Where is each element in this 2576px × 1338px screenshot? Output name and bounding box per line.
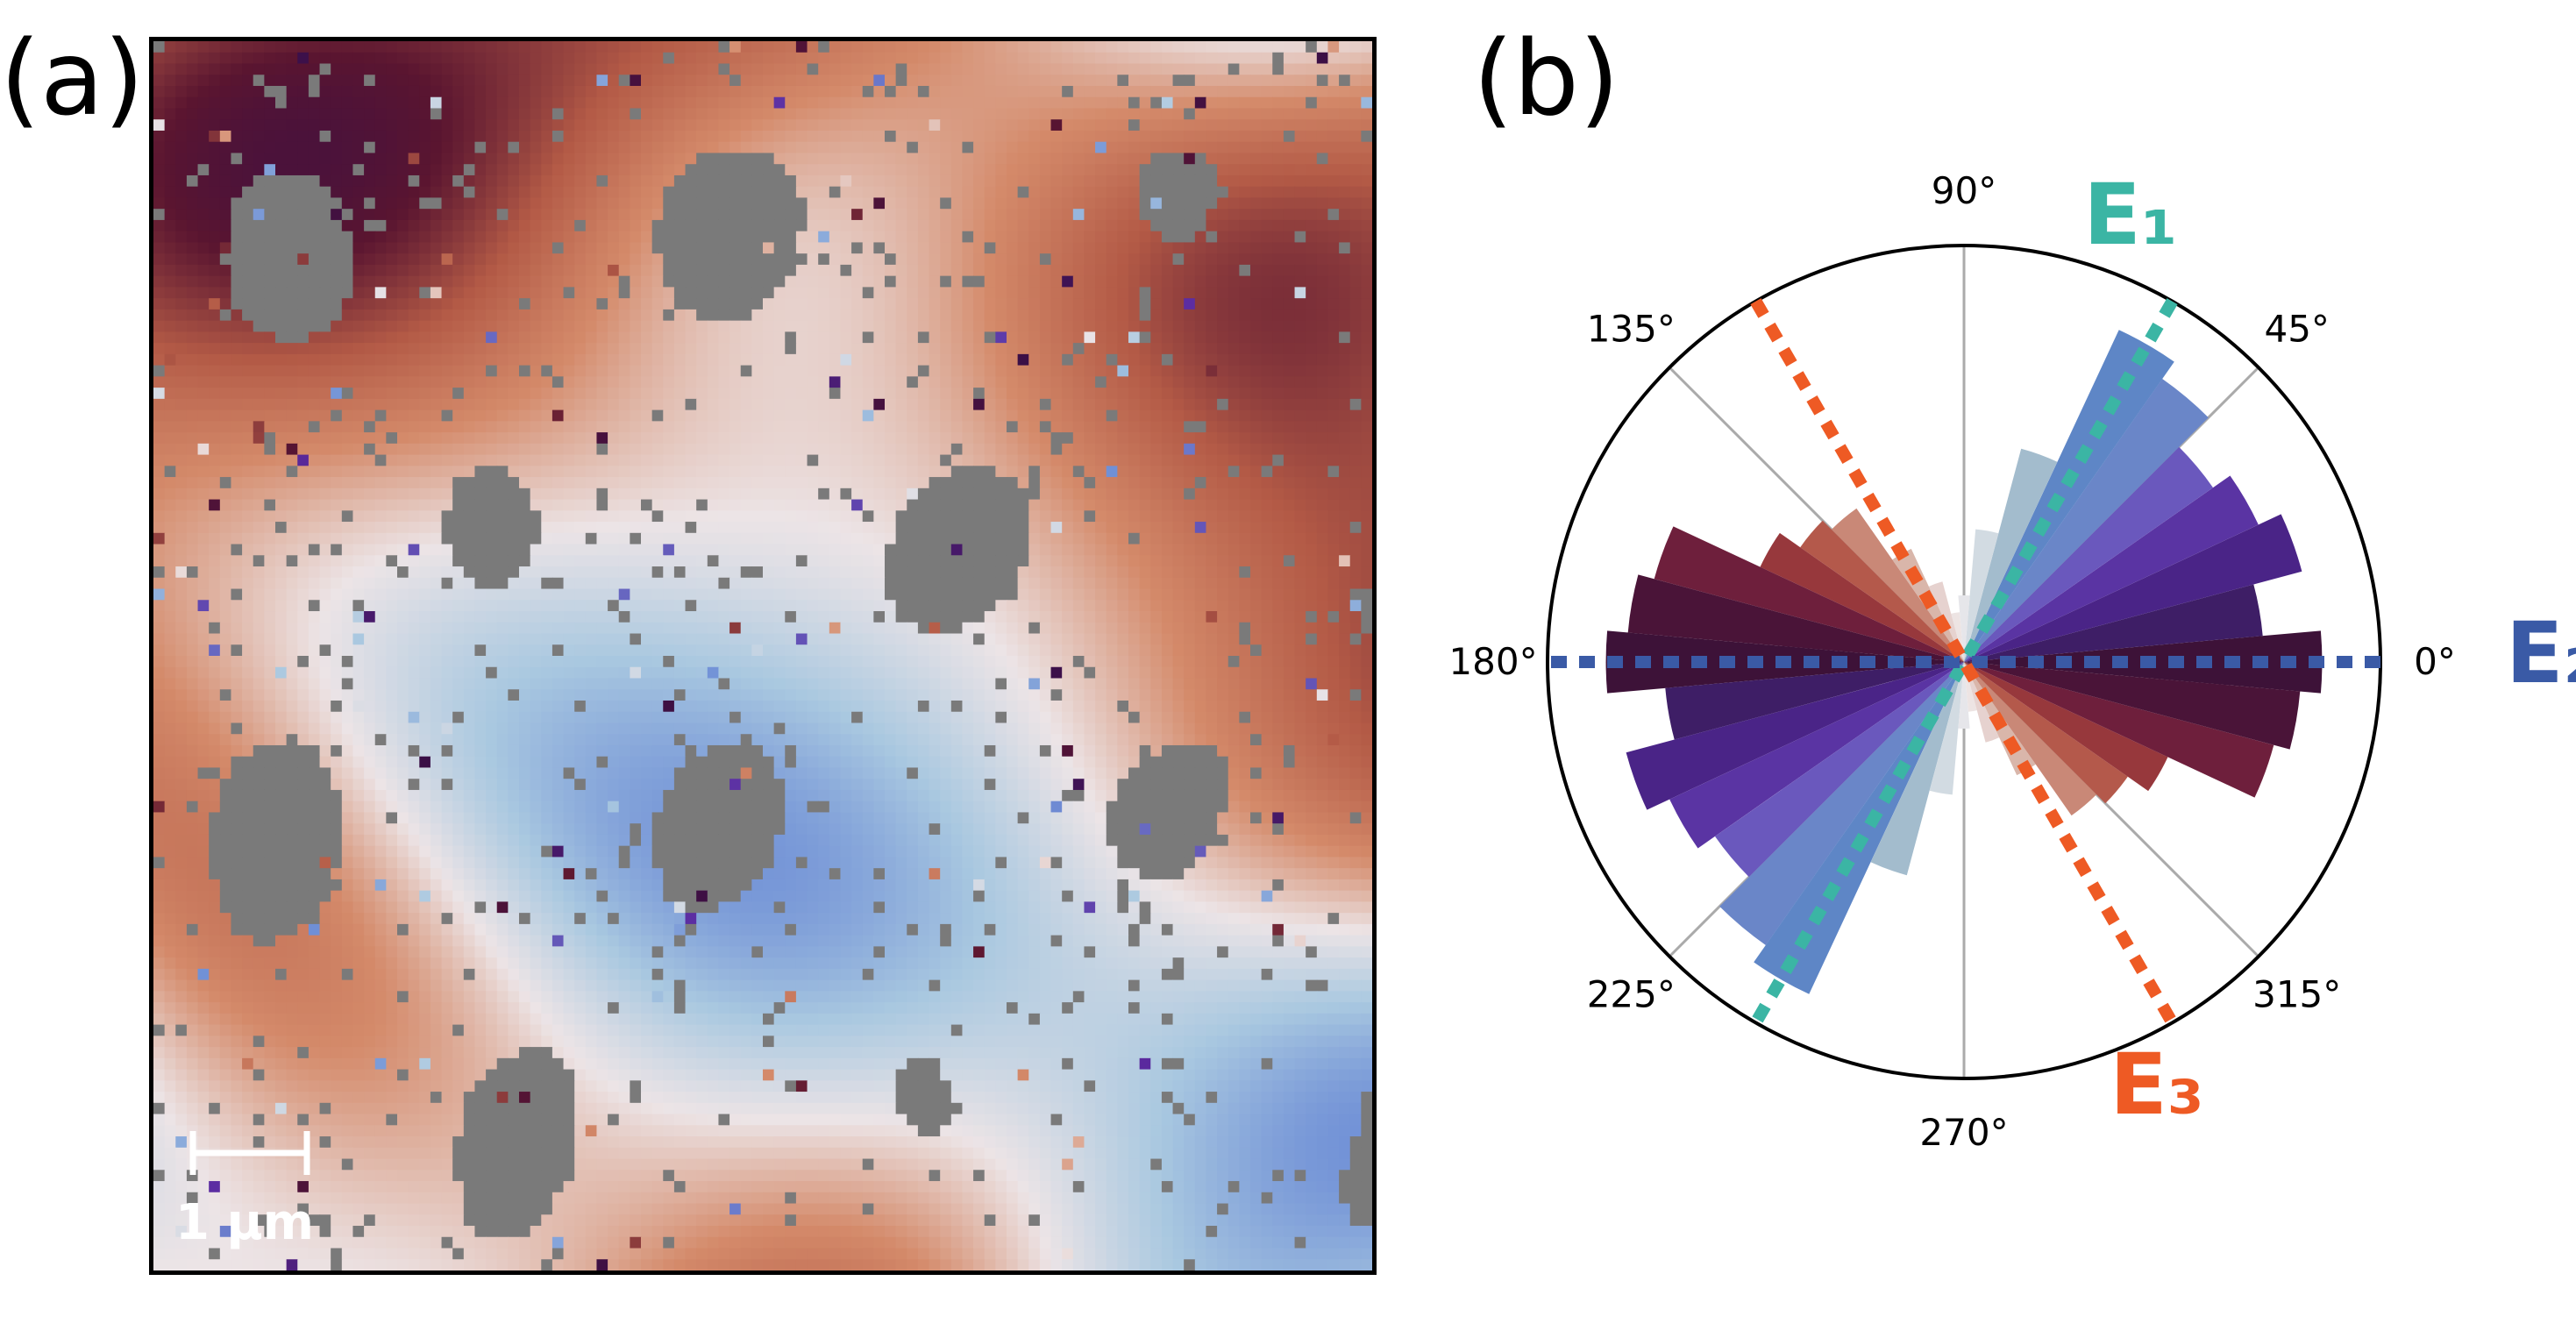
rose-bar-130 <box>1831 508 1964 662</box>
angle-label-45: 45° <box>2264 307 2329 350</box>
rose-bar-190 <box>1665 662 1964 740</box>
angle-labels: 0° 45° 90° 135° 180° 225° 270° 315° <box>1448 169 2455 1149</box>
rose-bar-230 <box>1719 662 1964 945</box>
scalebar-label: 1 μm <box>175 1194 315 1251</box>
panel-b-label: (b) <box>1473 18 1619 139</box>
axis-name-e3: E₃ <box>2110 1036 2204 1134</box>
axis-name-labels: E₁ E₂ E₃ <box>2083 166 2576 1134</box>
domain-map-canvas <box>153 41 1372 1270</box>
map-pixels <box>153 41 1372 1270</box>
axis-name-e1: E₁ <box>2083 166 2178 264</box>
angle-label-225: 225° <box>1587 973 1676 1016</box>
rose-bar-40 <box>1964 446 2213 662</box>
angle-label-135: 135° <box>1587 307 1676 350</box>
angle-label-180: 180° <box>1448 640 1537 683</box>
angle-label-0: 0° <box>2414 640 2456 683</box>
rose-bar-250 <box>1870 662 1964 876</box>
rose-bars <box>1605 330 2323 994</box>
angle-label-315: 315° <box>2252 973 2341 1016</box>
rose-bar-20 <box>1964 514 2302 662</box>
scalebar <box>189 1131 310 1175</box>
rose-bar-150 <box>1760 532 1964 662</box>
angle-label-90: 90° <box>1932 169 1996 212</box>
rose-bar-260 <box>1929 662 1964 795</box>
rose-bar-200 <box>1626 662 1964 810</box>
rose-bar-50 <box>1964 379 2209 662</box>
rose-bar-140 <box>1800 520 1964 662</box>
rose-bar-160 <box>1654 526 1964 662</box>
polar-rose-chart: 0° 45° 90° 135° 180° 225° 270° 315° E₁ E₂ E₃ <box>1448 166 2576 1149</box>
domain-map <box>149 37 1377 1275</box>
rose-bar-170 <box>1627 574 1964 662</box>
rose-bar-330 <box>1964 662 2168 792</box>
rose-bar-320 <box>1964 662 2128 804</box>
rose-bar-220 <box>1715 662 1964 878</box>
rose-bar-210 <box>1669 662 1964 849</box>
panel-a-label: (a) <box>0 18 145 139</box>
rose-bar-10 <box>1964 584 2263 662</box>
rose-bar-80 <box>1964 529 1999 662</box>
rose-bar-70 <box>1964 448 2058 662</box>
rose-bar-30 <box>1964 475 2259 662</box>
rose-bar-350 <box>1964 662 2301 750</box>
rose-bar-90 <box>1958 595 1970 662</box>
axis-name-e2: E₂ <box>2506 604 2576 702</box>
rose-bar-340 <box>1964 662 2274 798</box>
rose-bar-310 <box>1964 662 2097 816</box>
rose-bar-270 <box>1958 662 1970 729</box>
angle-label-270: 270° <box>1919 1111 2008 1149</box>
